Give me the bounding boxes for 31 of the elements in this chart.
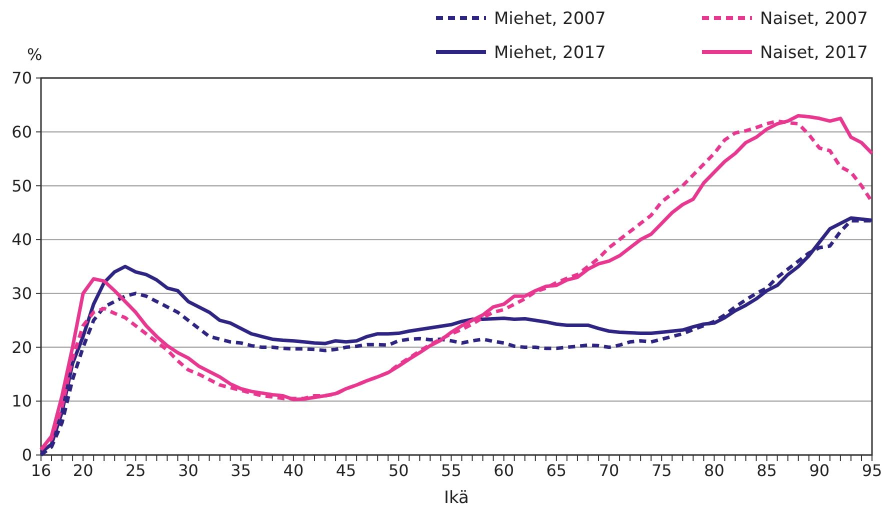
x-tick-label: 35 (230, 461, 252, 480)
y-tick-label: 70 (12, 68, 32, 88)
x-tick-label: 16 (30, 461, 52, 480)
x-tick-label: 60 (494, 461, 514, 480)
x-tick-label: 85 (756, 461, 777, 480)
x-tick-label: 80 (704, 461, 724, 480)
y-tick-label: 10 (12, 392, 32, 411)
x-tick-label: 45 (336, 461, 356, 480)
x-tick-label: 25 (125, 461, 146, 480)
legend-label: Naiset, 2007 (760, 8, 868, 29)
x-tick-label: 75 (651, 461, 672, 480)
y-tick-label: 30 (12, 284, 32, 304)
y-tick-label: 0 (22, 446, 32, 465)
x-tick-label: 70 (598, 461, 620, 480)
legend-label: Miehet, 2007 (494, 8, 606, 29)
y-tick-label: 20 (12, 338, 32, 357)
x-axis-title: Ikä (444, 488, 469, 508)
y-tick-label: 40 (12, 230, 32, 250)
y-tick-label: 60 (12, 122, 32, 142)
x-tick-label: 90 (809, 461, 830, 480)
x-tick-label: 95 (862, 461, 882, 480)
x-tick-label: 20 (72, 461, 94, 480)
x-tick-label: 65 (546, 461, 567, 480)
legend-label: Miehet, 2017 (494, 42, 606, 63)
x-tick-label: 40 (283, 461, 304, 480)
legend-label: Naiset, 2017 (760, 42, 868, 63)
y-tick-label: 50 (12, 176, 32, 196)
x-tick-label: 50 (388, 461, 409, 480)
x-tick-label: 55 (441, 461, 462, 480)
y-axis-title: % (27, 45, 42, 64)
x-tick-label: 30 (178, 461, 198, 480)
